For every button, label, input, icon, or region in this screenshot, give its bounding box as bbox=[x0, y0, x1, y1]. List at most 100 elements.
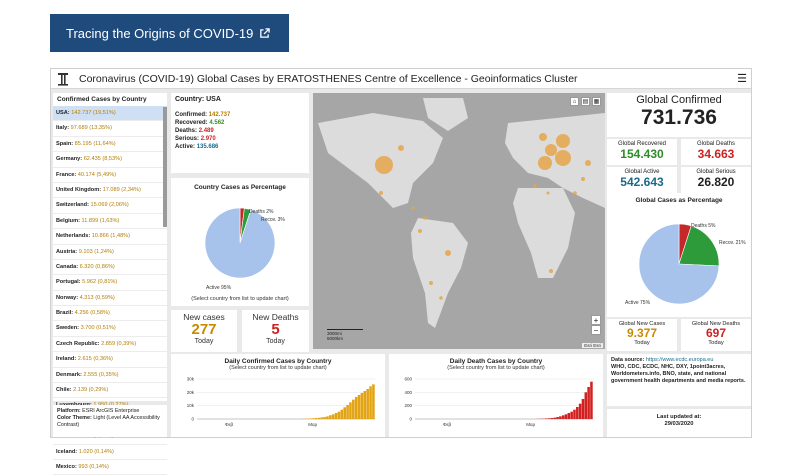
recovered-label: Recovered: bbox=[175, 120, 208, 126]
list-item[interactable]: Portugal: 5.962 (0,81%) bbox=[53, 275, 167, 290]
country-list-scrollbar[interactable] bbox=[163, 107, 167, 227]
bubble-algeria[interactable] bbox=[547, 192, 550, 195]
bar[interactable] bbox=[568, 413, 571, 419]
bar[interactable] bbox=[343, 407, 346, 419]
bar[interactable] bbox=[587, 387, 590, 419]
bubble-panama[interactable] bbox=[412, 207, 415, 210]
bubble-mexico[interactable] bbox=[379, 191, 383, 195]
bar[interactable] bbox=[573, 410, 576, 419]
bar[interactable] bbox=[364, 391, 367, 419]
bubble-israel[interactable] bbox=[581, 177, 585, 181]
x-tick-label: Φεβ bbox=[225, 422, 234, 427]
bar[interactable] bbox=[338, 412, 341, 419]
y-tick-label: 10k bbox=[187, 403, 195, 408]
bubble-france[interactable] bbox=[545, 144, 557, 156]
data-source-link[interactable]: https://www.ecdc.europa.eu bbox=[646, 357, 714, 363]
bubble-canada[interactable] bbox=[398, 145, 404, 151]
hamburger-menu-icon[interactable]: ☰ bbox=[737, 72, 747, 85]
bubble-brazil[interactable] bbox=[445, 250, 451, 256]
bar[interactable] bbox=[335, 413, 338, 419]
bar[interactable] bbox=[562, 415, 565, 419]
list-item[interactable]: Canada: 6.320 (0,86%) bbox=[53, 260, 167, 275]
world-map[interactable]: ⌂ ▤ ▦ + − 3000mi 5000km Esri Esri bbox=[313, 93, 605, 349]
country-name: Portugal: bbox=[56, 279, 81, 285]
list-item[interactable]: Sweden: 3.700 (0,51%) bbox=[53, 321, 167, 336]
list-item[interactable]: Belgium: 11.899 (1,63%) bbox=[53, 214, 167, 229]
pie-label-deaths: Deaths 2% bbox=[249, 209, 274, 215]
bar[interactable] bbox=[320, 417, 323, 419]
bar[interactable] bbox=[355, 397, 358, 419]
list-item[interactable]: United Kingdom: 17.089 (2,34%) bbox=[53, 183, 167, 198]
list-item[interactable]: France: 40.174 (5,49%) bbox=[53, 168, 167, 183]
bar[interactable] bbox=[358, 395, 361, 419]
bar[interactable] bbox=[326, 416, 329, 419]
bar[interactable] bbox=[352, 400, 355, 419]
bar[interactable] bbox=[329, 415, 332, 419]
bubble-south-africa[interactable] bbox=[549, 269, 553, 273]
list-item[interactable]: Norway: 4.313 (0,59%) bbox=[53, 291, 167, 306]
grid-icon[interactable]: ▦ bbox=[592, 97, 601, 106]
bar[interactable] bbox=[553, 418, 556, 419]
list-item[interactable]: Iceland: 1.020 (0,14%) bbox=[53, 445, 167, 460]
zoom-in-button[interactable]: + bbox=[591, 315, 601, 325]
zoom-out-button[interactable]: − bbox=[591, 325, 601, 335]
y-tick-label: 200 bbox=[404, 403, 412, 408]
bubble-uk[interactable] bbox=[539, 133, 547, 141]
list-item[interactable]: Czech Republic: 2.859 (0,39%) bbox=[53, 337, 167, 352]
list-item[interactable]: Chile: 2.139 (0,29%) bbox=[53, 383, 167, 398]
bar[interactable] bbox=[582, 399, 585, 419]
bar[interactable] bbox=[312, 418, 315, 419]
list-item[interactable]: Brazil: 4.256 (0,58%) bbox=[53, 306, 167, 321]
bubble-germany[interactable] bbox=[556, 134, 570, 148]
bubble-spain[interactable] bbox=[538, 156, 552, 170]
list-item[interactable]: USA: 142.737 (19,51%) bbox=[53, 106, 167, 121]
bubble-italy[interactable] bbox=[555, 150, 571, 166]
bar[interactable] bbox=[361, 393, 364, 419]
bar[interactable] bbox=[346, 405, 349, 419]
bar[interactable] bbox=[545, 418, 548, 419]
bar[interactable] bbox=[556, 417, 559, 419]
bar[interactable] bbox=[349, 402, 352, 419]
bubble-usa[interactable] bbox=[375, 156, 393, 174]
bar[interactable] bbox=[366, 389, 369, 419]
bar[interactable] bbox=[548, 418, 551, 419]
list-item[interactable]: Spain: 85.195 (11,64%) bbox=[53, 137, 167, 152]
bubble-egypt[interactable] bbox=[573, 191, 577, 195]
bar[interactable] bbox=[341, 410, 344, 419]
list-item[interactable]: Ireland: 2.615 (0,36%) bbox=[53, 352, 167, 367]
list-item[interactable]: Italy: 97.689 (13,35%) bbox=[53, 121, 167, 136]
bar[interactable] bbox=[369, 386, 372, 419]
bar[interactable] bbox=[576, 407, 579, 419]
home-icon[interactable]: ⌂ bbox=[570, 97, 579, 106]
bubble-argentina[interactable] bbox=[439, 296, 443, 300]
bar[interactable] bbox=[332, 414, 335, 419]
bubble-morocco[interactable] bbox=[533, 184, 537, 188]
bar[interactable] bbox=[570, 412, 573, 419]
map-attribution[interactable]: Esri Esri bbox=[582, 343, 603, 348]
basemap-icon[interactable]: ▤ bbox=[581, 97, 590, 106]
bar[interactable] bbox=[559, 416, 562, 419]
bar[interactable] bbox=[579, 404, 582, 419]
bar[interactable] bbox=[309, 418, 312, 419]
tracing-origins-link-button[interactable]: Tracing the Origins of COVID-19 bbox=[50, 14, 289, 52]
bubble-ecuador[interactable] bbox=[418, 229, 422, 233]
bar[interactable] bbox=[590, 382, 593, 419]
world-map-canvas[interactable] bbox=[313, 93, 605, 349]
country-value: 2.615 (0,36%) bbox=[78, 356, 113, 362]
bubble-chile[interactable] bbox=[429, 281, 433, 285]
bar[interactable] bbox=[372, 384, 375, 419]
bar[interactable] bbox=[565, 414, 568, 419]
bar[interactable] bbox=[585, 392, 588, 419]
list-item[interactable]: Netherlands: 10.866 (1,48%) bbox=[53, 229, 167, 244]
list-item[interactable]: Mexico: 993 (0,14%) bbox=[53, 460, 167, 475]
bar[interactable] bbox=[315, 418, 318, 419]
bubble-colombia[interactable] bbox=[423, 216, 427, 220]
bar[interactable] bbox=[551, 418, 554, 419]
bar[interactable] bbox=[323, 417, 326, 419]
list-item[interactable]: Denmark: 2.555 (0,35%) bbox=[53, 368, 167, 383]
bar[interactable] bbox=[318, 418, 321, 419]
list-item[interactable]: Switzerland: 15.069 (2,06%) bbox=[53, 198, 167, 213]
list-item[interactable]: Austria: 9.103 (1,24%) bbox=[53, 245, 167, 260]
bubble-turkey[interactable] bbox=[585, 160, 591, 166]
list-item[interactable]: Germany: 62.435 (8,53%) bbox=[53, 152, 167, 167]
